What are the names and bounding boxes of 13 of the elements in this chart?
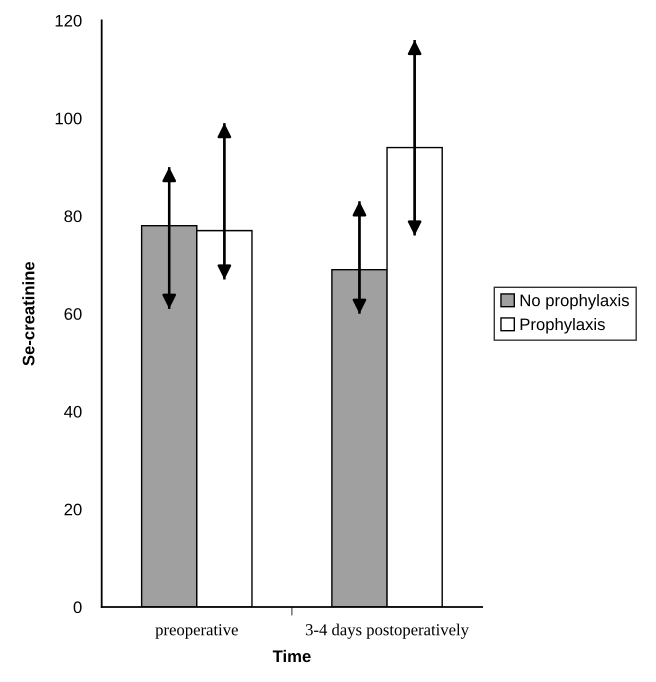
y-tick-label: 40 bbox=[64, 406, 82, 418]
x-tick-label: preoperative bbox=[155, 624, 238, 639]
y-tick-label: 80 bbox=[64, 210, 82, 222]
x-axis-title: Time bbox=[272, 650, 311, 662]
legend-label: Prophylaxis bbox=[520, 318, 605, 334]
y-axis-title: Se-creatinine bbox=[22, 262, 34, 366]
y-tick-label: 100 bbox=[56, 112, 82, 124]
y-tick-label: 0 bbox=[74, 601, 82, 614]
y-tick-label: 120 bbox=[56, 14, 82, 27]
y-tick-label: 20 bbox=[64, 504, 82, 516]
legend-label: No prophylaxis bbox=[520, 294, 629, 310]
y-tick-label: 60 bbox=[64, 308, 82, 320]
x-tick-label: 3-4 days postoperatively bbox=[306, 624, 469, 639]
